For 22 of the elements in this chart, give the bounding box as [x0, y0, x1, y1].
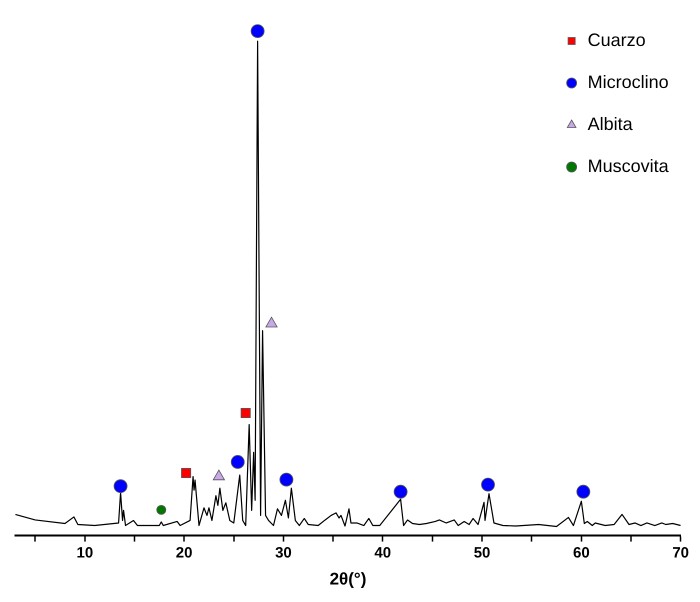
legend-label: Muscovita — [588, 156, 670, 176]
point — [181, 468, 192, 478]
point — [230, 455, 245, 469]
point — [280, 472, 294, 487]
point — [576, 484, 590, 499]
x-tick-label: 70 — [672, 544, 689, 562]
point — [114, 479, 128, 494]
x-tick-label: 40 — [374, 544, 392, 562]
x-tick-label: 50 — [474, 544, 490, 562]
x-tick-label: 20 — [176, 544, 192, 562]
x-tick-label: 10 — [76, 544, 94, 562]
point — [481, 478, 495, 492]
point — [156, 504, 166, 515]
legend-label: Cuarzo — [588, 30, 646, 50]
point — [240, 408, 251, 418]
point — [394, 484, 408, 499]
point — [250, 24, 265, 38]
legend-label: Microclino — [588, 72, 669, 92]
legend-label: Albita — [588, 114, 634, 134]
x-axis-title: 2θ(°) — [330, 569, 366, 588]
x-tick-label: 30 — [275, 544, 292, 562]
x-tick-label: 60 — [573, 544, 590, 562]
